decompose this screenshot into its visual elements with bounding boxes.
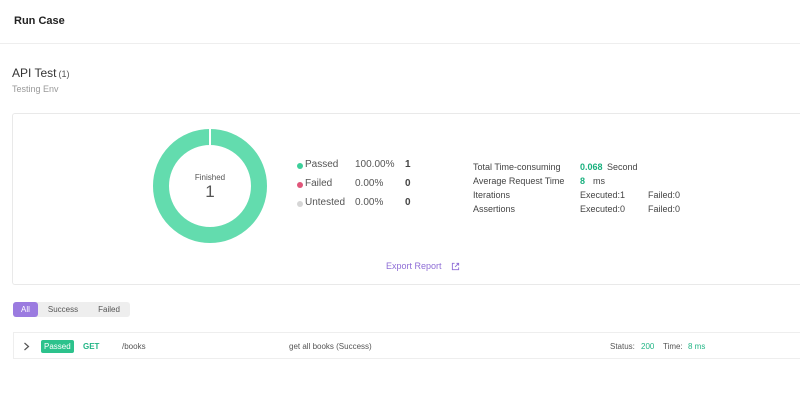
- legend-count: 1: [405, 159, 411, 170]
- legend-percent: 0.00%: [355, 178, 384, 189]
- export-report-button[interactable]: Export Report: [386, 261, 460, 271]
- donut-center-value: 1: [205, 182, 215, 201]
- legend-label: Untested: [305, 197, 346, 208]
- avg-request-unit: ms: [593, 176, 605, 186]
- legend-percent: 100.00%: [355, 159, 395, 170]
- request-description: get all books (Success): [289, 342, 372, 351]
- http-method: GET: [83, 342, 100, 351]
- status-code-value: 200: [641, 342, 655, 351]
- page-title: API Test (1): [12, 66, 69, 80]
- result-donut-chart: [153, 129, 267, 243]
- iterations-executed: Executed:1: [580, 190, 626, 200]
- legend-count: 0: [405, 197, 411, 208]
- avg-request-label: Average Request Time: [473, 176, 565, 186]
- status-badge: Passed: [41, 340, 74, 353]
- passed-dot-icon: [297, 163, 303, 169]
- response-time-value: 8 ms: [688, 342, 706, 351]
- filter-all[interactable]: All: [13, 302, 38, 317]
- result-filter-tabs: All Success Failed: [13, 302, 130, 317]
- untested-dot-icon: [297, 201, 303, 207]
- iterations-label: Iterations: [473, 190, 511, 200]
- legend-percent: 0.00%: [355, 197, 384, 208]
- legend-count: 0: [405, 178, 411, 189]
- filter-failed[interactable]: Failed: [98, 305, 120, 314]
- chevron-right-icon[interactable]: [23, 342, 30, 351]
- assertions-label: Assertions: [473, 204, 516, 214]
- total-time-label: Total Time-consuming: [473, 162, 561, 172]
- request-path: /books: [122, 342, 146, 351]
- assertions-failed: Failed:0: [648, 204, 681, 214]
- donut-center-label: Finished: [194, 173, 226, 182]
- result-row[interactable]: Passed GET /books get all books (Success…: [13, 332, 800, 359]
- page-title-text: API Test: [12, 66, 57, 80]
- case-count: (1): [58, 69, 70, 79]
- iterations-failed: Failed:0: [648, 190, 681, 200]
- legend-label: Failed: [305, 178, 333, 189]
- failed-dot-icon: [297, 182, 303, 188]
- summary-card: [12, 113, 800, 285]
- assertions-executed: Executed:0: [580, 204, 626, 214]
- export-report-label: Export Report: [386, 261, 442, 271]
- external-link-icon: [451, 262, 460, 271]
- response-time-label: Time:: [663, 342, 683, 351]
- filter-success[interactable]: Success: [47, 305, 79, 314]
- total-time-value: 0.068: [580, 162, 603, 172]
- top-bar: Run Case: [0, 0, 800, 44]
- environment-label: Testing Env: [12, 84, 59, 94]
- avg-request-value: 8: [580, 176, 586, 186]
- legend-label: Passed: [305, 159, 339, 170]
- window-title: Run Case: [14, 15, 65, 27]
- total-time-unit: Second: [607, 162, 638, 172]
- status-code-label: Status:: [610, 342, 635, 351]
